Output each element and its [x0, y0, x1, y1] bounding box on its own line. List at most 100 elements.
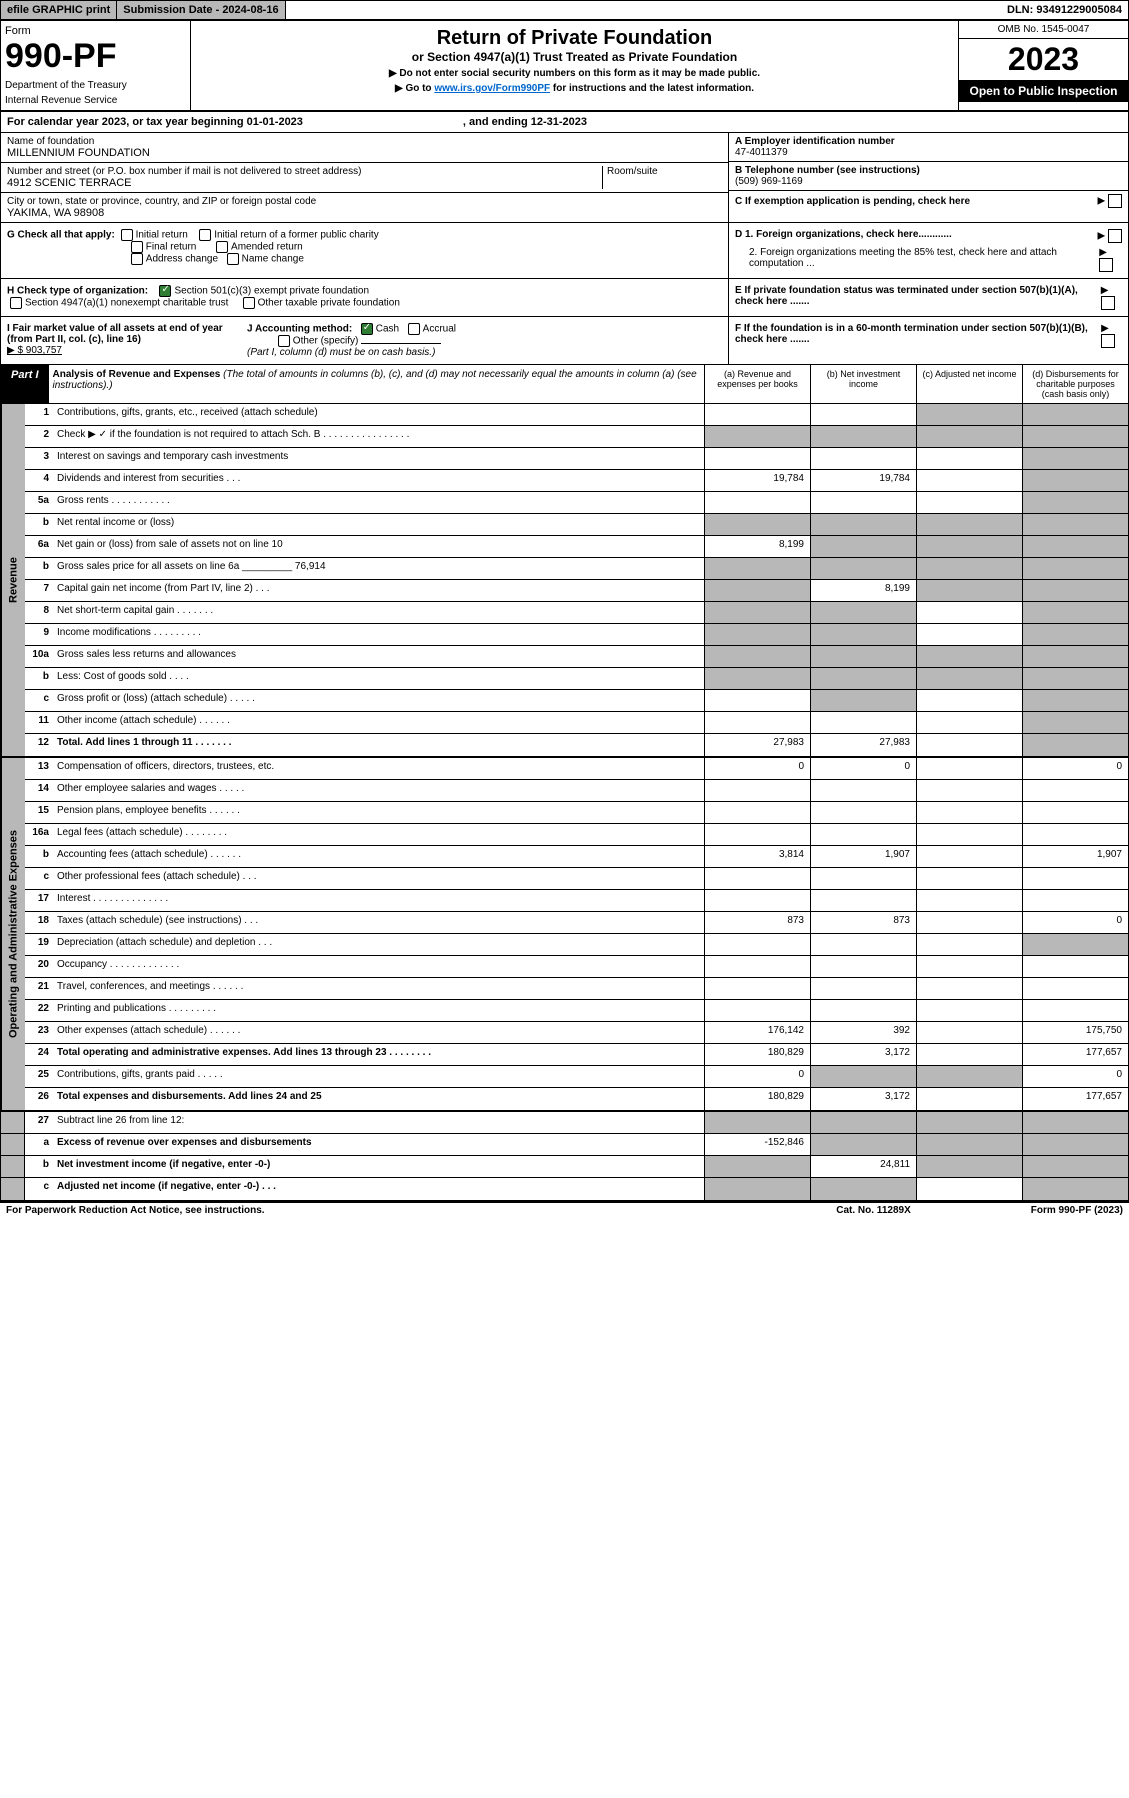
amount-cell: 1,907 [1022, 846, 1128, 867]
line-row: 18Taxes (attach schedule) (see instructi… [25, 912, 1128, 934]
amount-cell [1022, 890, 1128, 911]
amount-cell [704, 890, 810, 911]
revenue-label: Revenue [1, 404, 25, 756]
j-note: (Part I, column (d) must be on cash basi… [247, 347, 435, 358]
amount-cell [704, 558, 810, 579]
line-desc: Gross sales less returns and allowances [53, 646, 704, 667]
amount-cell: 0 [704, 1066, 810, 1087]
501c3-checkbox[interactable] [159, 285, 171, 297]
col-b-header: (b) Net investment income [810, 365, 916, 403]
name-change-checkbox[interactable] [227, 253, 239, 265]
amount-cell: 873 [704, 912, 810, 933]
amount-cell [810, 668, 916, 689]
foundation-name: MILLENNIUM FOUNDATION [7, 147, 722, 159]
line-number: 16a [25, 824, 53, 845]
amount-cell [810, 780, 916, 801]
line-row: cOther professional fees (attach schedul… [25, 868, 1128, 890]
bottom-rows: 27Subtract line 26 from line 12:aExcess … [1, 1112, 1128, 1202]
c-checkbox[interactable] [1108, 194, 1122, 208]
checks-row-3: I Fair market value of all assets at end… [1, 317, 1128, 365]
amount-cell [1022, 514, 1128, 535]
form990pf-link[interactable]: www.irs.gov/Form990PF [434, 83, 550, 94]
initial-return-checkbox[interactable] [121, 229, 133, 241]
ein: 47-4011379 [735, 147, 1122, 158]
amount-cell: 0 [1022, 912, 1128, 933]
line-row: 8Net short-term capital gain . . . . . .… [25, 602, 1128, 624]
line-number: 21 [25, 978, 53, 999]
part1-label: Part I [1, 365, 49, 403]
form-year-block: OMB No. 1545-0047 2023 Open to Public In… [958, 21, 1128, 110]
line-number: 25 [25, 1066, 53, 1087]
line-number: b [25, 668, 53, 689]
amount-cell [916, 712, 1022, 733]
amount-cell [916, 668, 1022, 689]
cat-no: Cat. No. 11289X [836, 1205, 910, 1216]
line-number: c [25, 1178, 53, 1200]
amount-cell [704, 404, 810, 425]
line-number: 2 [25, 426, 53, 447]
amount-cell [704, 978, 810, 999]
address-change-checkbox[interactable] [131, 253, 143, 265]
c-cell: C If exemption application is pending, c… [729, 191, 1128, 211]
amount-cell [704, 1178, 810, 1200]
revenue-rows: 1Contributions, gifts, grants, etc., rec… [25, 404, 1128, 756]
d1-checkbox[interactable] [1108, 229, 1122, 243]
amount-cell [810, 690, 916, 711]
j-block: J Accounting method: Cash Accrual Other … [247, 323, 456, 358]
amount-cell [1022, 646, 1128, 667]
amount-cell [704, 802, 810, 823]
line-row: 24Total operating and administrative exp… [25, 1044, 1128, 1066]
amount-cell [916, 470, 1022, 491]
open-public: Open to Public Inspection [959, 80, 1128, 102]
d1: D 1. Foreign organizations, check here..… [735, 229, 952, 243]
accrual-checkbox[interactable] [408, 323, 420, 335]
g1: Initial return [136, 230, 188, 241]
line-desc: Capital gain net income (from Part IV, l… [53, 580, 704, 601]
4947-checkbox[interactable] [10, 297, 22, 309]
irs: Internal Revenue Service [5, 95, 186, 106]
line-desc: Depreciation (attach schedule) and deple… [53, 934, 704, 955]
tax-year: 2023 [959, 39, 1128, 80]
expenses-rows: 13Compensation of officers, directors, t… [25, 758, 1128, 1110]
ein-label: A Employer identification number [735, 136, 1122, 147]
street: 4912 SCENIC TERRACE [7, 177, 602, 189]
amount-cell [810, 602, 916, 623]
other-taxable-checkbox[interactable] [243, 297, 255, 309]
amount-cell [916, 934, 1022, 955]
amount-cell [916, 426, 1022, 447]
part1-header-row: Part I Analysis of Revenue and Expenses … [1, 365, 1128, 404]
other-method-checkbox[interactable] [278, 335, 290, 347]
amount-cell [916, 1178, 1022, 1200]
amended-checkbox[interactable] [216, 241, 228, 253]
amount-cell [1022, 934, 1128, 955]
form-number-block: Form 990-PF Department of the Treasury I… [1, 21, 191, 110]
initial-public-checkbox[interactable] [199, 229, 211, 241]
d2-checkbox[interactable] [1099, 258, 1113, 272]
cash-checkbox[interactable] [361, 323, 373, 335]
e-label: E If private foundation status was termi… [735, 285, 1101, 310]
phone: (509) 969-1169 [735, 176, 1122, 187]
f-checkbox[interactable] [1101, 334, 1115, 348]
amount-cell [704, 426, 810, 447]
amount-cell [916, 1022, 1022, 1043]
line-row: 6aNet gain or (loss) from sale of assets… [25, 536, 1128, 558]
instr-pre: ▶ Go to [395, 83, 434, 94]
line-desc: Pension plans, employee benefits . . . .… [53, 802, 704, 823]
line-number: 9 [25, 624, 53, 645]
amount-cell [704, 868, 810, 889]
e-checkbox[interactable] [1101, 296, 1115, 310]
final-return-checkbox[interactable] [131, 241, 143, 253]
amount-cell [704, 956, 810, 977]
line-desc: Net investment income (if negative, ente… [53, 1156, 704, 1177]
line-desc: Compensation of officers, directors, tru… [53, 758, 704, 779]
amount-cell [1022, 868, 1128, 889]
line-row: 23Other expenses (attach schedule) . . .… [25, 1022, 1128, 1044]
calendar-year-row: For calendar year 2023, or tax year begi… [1, 112, 1128, 133]
amount-cell: 392 [810, 1022, 916, 1043]
i-block: I Fair market value of all assets at end… [7, 323, 247, 358]
amount-cell [810, 646, 916, 667]
amount-cell [916, 580, 1022, 601]
amount-cell [704, 492, 810, 513]
phone-label: B Telephone number (see instructions) [735, 165, 1122, 176]
amount-cell [1022, 734, 1128, 756]
